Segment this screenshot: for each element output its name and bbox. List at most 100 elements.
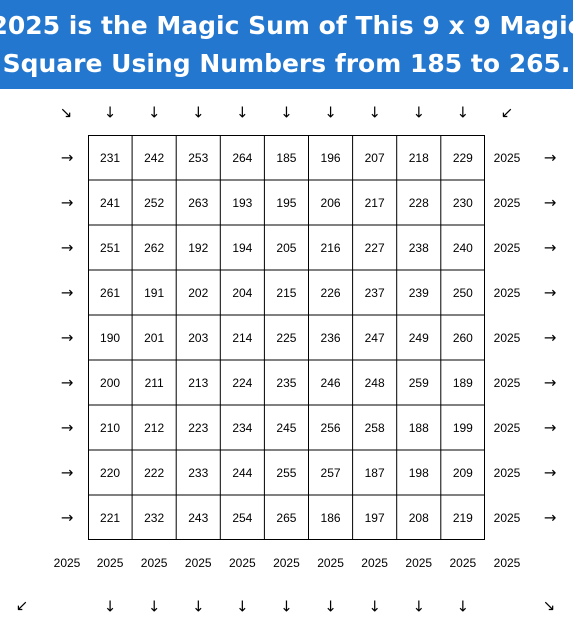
grid-cell: 240: [452, 240, 473, 255]
grid-cell: 247: [364, 330, 385, 345]
row-sum: 2025: [493, 510, 521, 525]
row-arrow-left-icon: →: [60, 508, 74, 526]
row-sum: 2025: [493, 465, 521, 480]
column-arrow-top-icon: ↓: [103, 103, 117, 122]
grid-cell: 199: [452, 420, 473, 435]
grid-cell: 228: [408, 195, 429, 210]
grid-cell: 260: [452, 330, 473, 345]
grid-cell: 255: [276, 465, 297, 480]
grid-cell: 210: [100, 420, 121, 435]
grid-cell: 189: [452, 375, 473, 390]
grid-cell: 241: [100, 195, 121, 210]
row-arrow-right-icon: →: [543, 148, 557, 166]
magic-square-grid: [88, 135, 485, 540]
column-arrow-top-icon: ↓: [147, 103, 161, 122]
grid-cell: 222: [144, 465, 165, 480]
row-arrow-right-icon: →: [543, 283, 557, 301]
grid-cell: 237: [364, 285, 385, 300]
column-sum: 2025: [449, 556, 477, 570]
title-line-2: Square Using Numbers from 185 to 265.: [2, 48, 571, 78]
grid-cell: 238: [408, 240, 429, 255]
row-arrow-right-icon: →: [543, 193, 557, 211]
row-sum: 2025: [493, 375, 521, 390]
grid-cell: 207: [364, 150, 385, 165]
row-sum: 2025: [493, 330, 521, 345]
grid-cell: 231: [100, 150, 121, 165]
main-diagonal-sum: 2025: [493, 556, 521, 570]
row-arrow-left-icon: →: [60, 148, 74, 166]
row-arrow-left-icon: →: [60, 373, 74, 391]
grid-cell: 203: [188, 330, 209, 345]
grid-cell: 192: [188, 240, 209, 255]
grid-cell: 256: [320, 420, 341, 435]
grid-cell: 243: [188, 510, 209, 525]
grid-cell: 209: [452, 465, 473, 480]
grid-cell: 211: [144, 375, 164, 390]
diagonal-arrow-top-left-icon: ↘: [59, 103, 73, 122]
grid-cell: 191: [144, 285, 165, 300]
grid-cell: 190: [100, 330, 121, 345]
anti-diagonal-sum: 2025: [53, 556, 81, 570]
column-arrow-bottom-icon: ↓: [147, 597, 161, 616]
grid-cell: 262: [144, 240, 165, 255]
grid-cell: 202: [188, 285, 209, 300]
row-arrow-right-icon: →: [543, 328, 557, 346]
grid-cell: 221: [100, 510, 121, 525]
grid-cell: 206: [320, 195, 341, 210]
row-sum: 2025: [493, 285, 521, 300]
grid-cell: 242: [144, 150, 165, 165]
grid-cell: 248: [364, 375, 385, 390]
column-arrow-bottom-icon: ↓: [191, 597, 205, 616]
grid-cell: 219: [452, 510, 473, 525]
row-arrow-right-icon: →: [543, 238, 557, 256]
row-arrow-left-icon: →: [60, 463, 74, 481]
row-arrow-left-icon: →: [60, 238, 74, 256]
grid-cell: 230: [452, 195, 473, 210]
title-banner: 2025 is the Magic Sum of This 9 x 9 Magi…: [0, 0, 573, 89]
grid-cell: 249: [408, 330, 429, 345]
row-arrow-left-icon: →: [60, 328, 74, 346]
diagonal-arrow-top-right-icon: ↙: [500, 103, 514, 122]
grid-cell: 259: [408, 375, 429, 390]
grid-cell: 226: [320, 285, 341, 300]
column-sum: 2025: [361, 556, 388, 570]
grid-cell: 194: [232, 240, 253, 255]
grid-cell: 258: [364, 420, 385, 435]
column-arrow-bottom-icon: ↓: [280, 597, 293, 616]
grid-cell: 215: [276, 285, 297, 300]
column-sum: 2025: [317, 556, 344, 570]
grid-cell: 251: [100, 240, 121, 255]
grid-cell: 233: [188, 465, 209, 480]
row-sum: 2025: [493, 240, 521, 255]
grid-cell: 250: [452, 285, 473, 300]
column-arrow-bottom-icon: ↓: [236, 597, 249, 616]
grid-cell: 244: [232, 465, 253, 480]
grid-cell: 188: [408, 420, 429, 435]
grid-cell: 236: [320, 330, 341, 345]
grid-cell: 200: [100, 375, 121, 390]
row-arrow-right-icon: →: [543, 418, 557, 436]
column-sum: 2025: [405, 556, 433, 570]
row-arrow-left-icon: →: [60, 283, 74, 301]
grid-cell: 254: [232, 510, 253, 525]
grid-cell: 246: [320, 375, 341, 390]
grid-cell: 261: [100, 285, 121, 300]
grid-cell: 252: [144, 195, 165, 210]
grid-cell: 235: [276, 375, 297, 390]
column-arrow-top-icon: ↓: [456, 103, 470, 122]
grid-cell: 234: [232, 420, 253, 435]
grid-cell: 214: [232, 330, 253, 345]
column-arrow-bottom-icon: ↓: [412, 597, 426, 616]
column-sum: 2025: [140, 556, 168, 570]
title-line-1: 2025 is the Magic Sum of This 9 x 9 Magi…: [0, 10, 573, 40]
grid-cell: 205: [276, 240, 297, 255]
row-arrow-left-icon: →: [60, 193, 74, 211]
column-sum: 2025: [96, 556, 124, 570]
row-arrow-right-icon: →: [543, 373, 557, 391]
column-arrow-bottom-icon: ↓: [368, 597, 381, 616]
grid-cell: 196: [320, 150, 341, 165]
grid-cell: 185: [276, 150, 297, 165]
grid-cell: 253: [188, 150, 209, 165]
grid-cell: 220: [100, 465, 121, 480]
grid-cell: 212: [144, 420, 165, 435]
